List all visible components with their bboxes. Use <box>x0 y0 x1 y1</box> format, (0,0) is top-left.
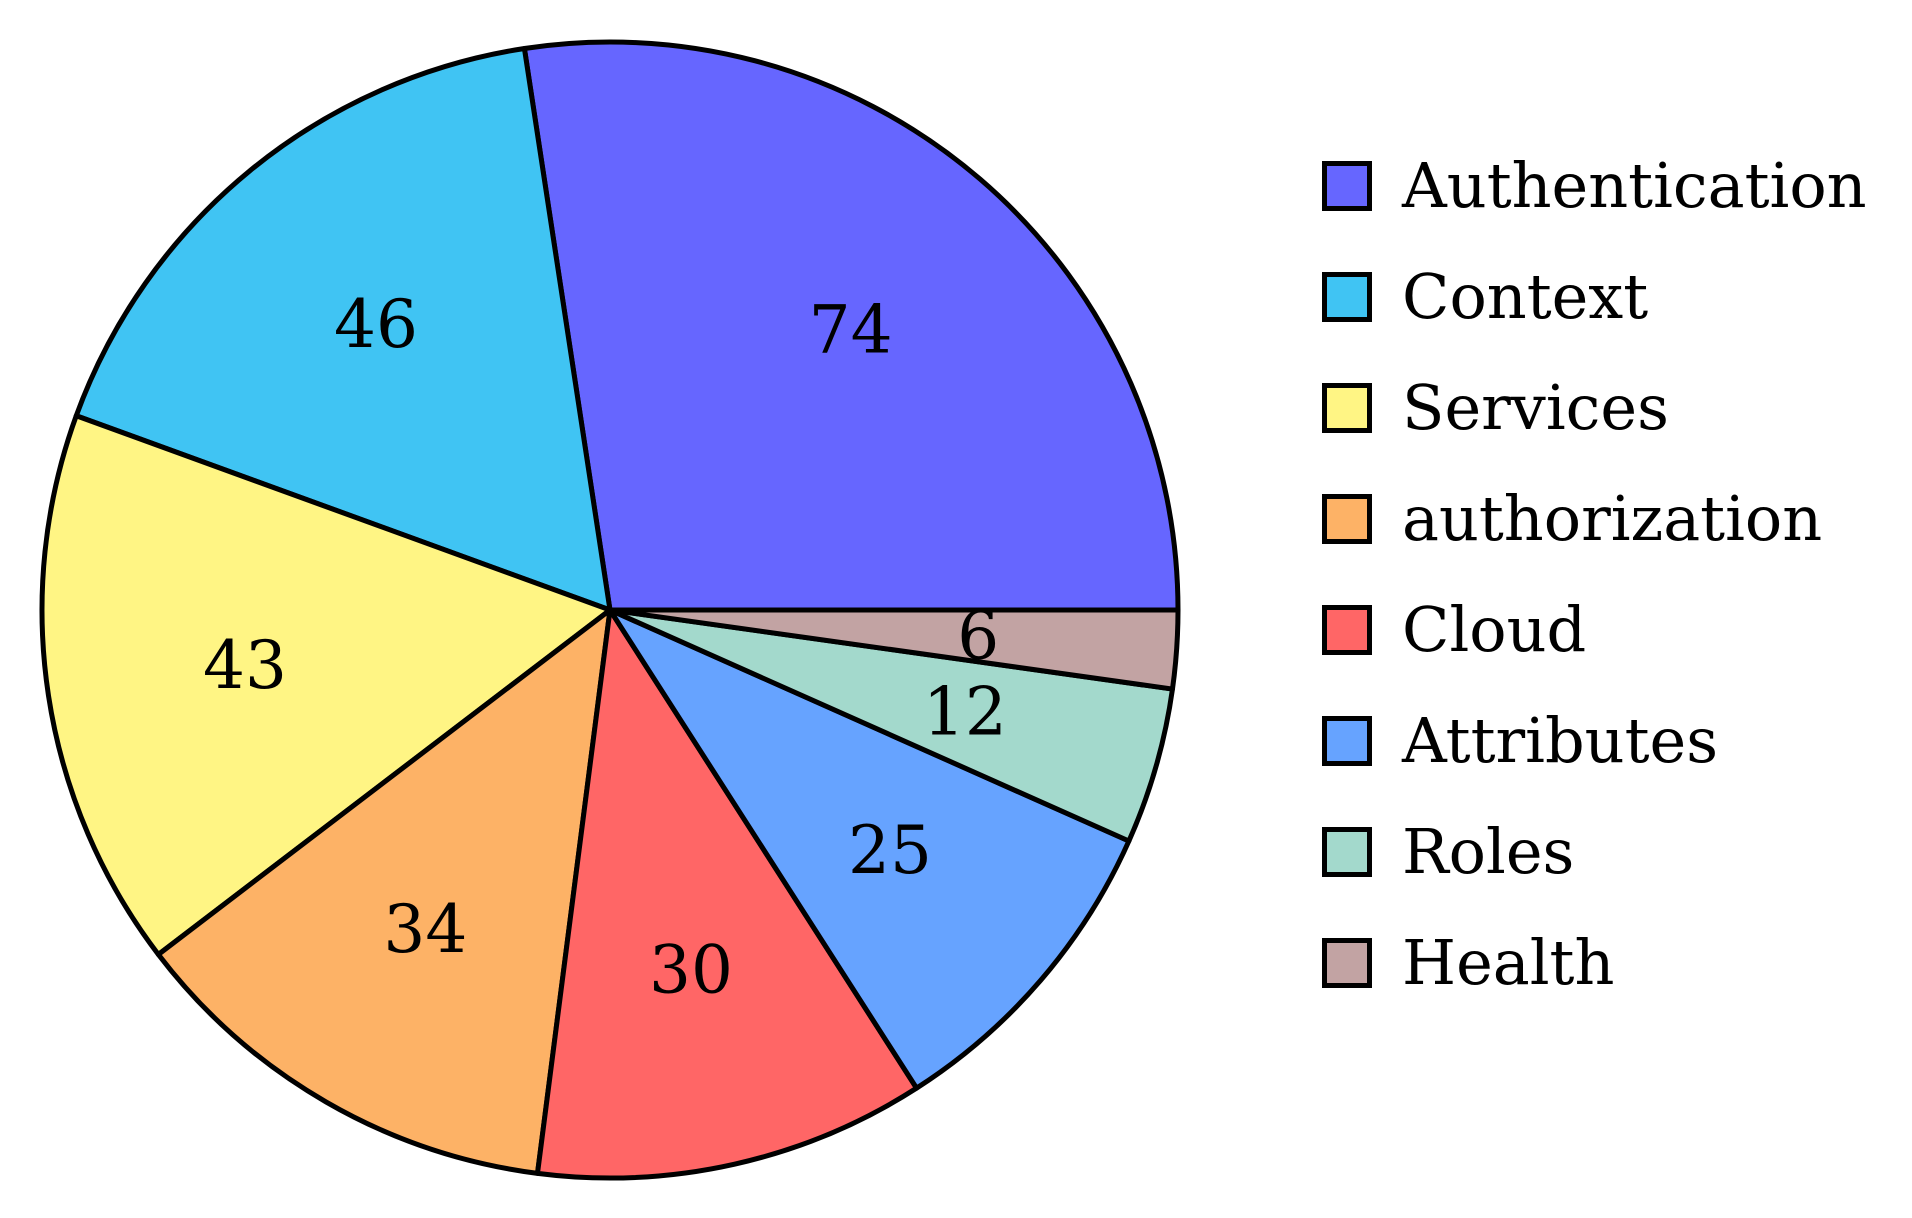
legend-swatch <box>1322 382 1372 433</box>
legend-swatch <box>1322 937 1372 988</box>
pie-slice-context <box>73 45 613 613</box>
pie-slice-attributes <box>607 607 1132 1091</box>
pie-slice-authentication <box>521 39 1181 613</box>
legend-swatch <box>1322 493 1372 544</box>
pie-slices <box>39 39 1181 1181</box>
data-label-attributes: 25 <box>848 812 932 889</box>
legend-item-roles: Roles <box>1322 796 1867 907</box>
chart-legend: Authentication Context Services authorizati… <box>1322 130 1867 1018</box>
pie-slice-cloud <box>535 607 920 1181</box>
legend-label: Attributes <box>1402 703 1719 777</box>
data-label-cloud: 30 <box>649 932 733 1009</box>
legend-swatch <box>1322 826 1372 877</box>
pie-slice-services <box>39 413 613 957</box>
legend-label: Cloud <box>1402 592 1587 666</box>
legend-label: Services <box>1402 370 1669 444</box>
data-label-authorization: 34 <box>383 891 467 968</box>
legend-swatch <box>1322 160 1372 211</box>
legend-label: authorization <box>1402 481 1823 555</box>
legend-swatch <box>1322 604 1372 655</box>
pie-data-labels: 74 46 43 34 30 25 126 <box>203 286 1007 1009</box>
legend-item-authorization: authorization <box>1322 463 1867 574</box>
legend-swatch <box>1322 715 1372 766</box>
legend-item-context: Context <box>1322 241 1867 352</box>
legend-swatch <box>1322 271 1372 322</box>
legend-item-authentication: Authentication <box>1322 130 1867 241</box>
pie-slice-authorization <box>155 607 613 1176</box>
legend-label: Health <box>1402 925 1615 999</box>
legend-label: Context <box>1402 259 1649 333</box>
data-label-context: 46 <box>334 286 418 363</box>
data-label-authentication: 74 <box>809 291 893 368</box>
pie-slice-health <box>607 607 1181 692</box>
legend-item-cloud: Cloud <box>1322 574 1867 685</box>
data-label-roles: 12 <box>923 673 1007 750</box>
legend-label: Authentication <box>1402 148 1867 222</box>
legend-item-attributes: Attributes <box>1322 685 1867 796</box>
data-label-services: 43 <box>203 627 287 704</box>
legend-label: Roles <box>1402 814 1575 888</box>
legend-item-services: Services <box>1322 352 1867 463</box>
data-label-health: 6 <box>957 597 999 674</box>
legend-item-health: Health <box>1322 907 1867 1018</box>
